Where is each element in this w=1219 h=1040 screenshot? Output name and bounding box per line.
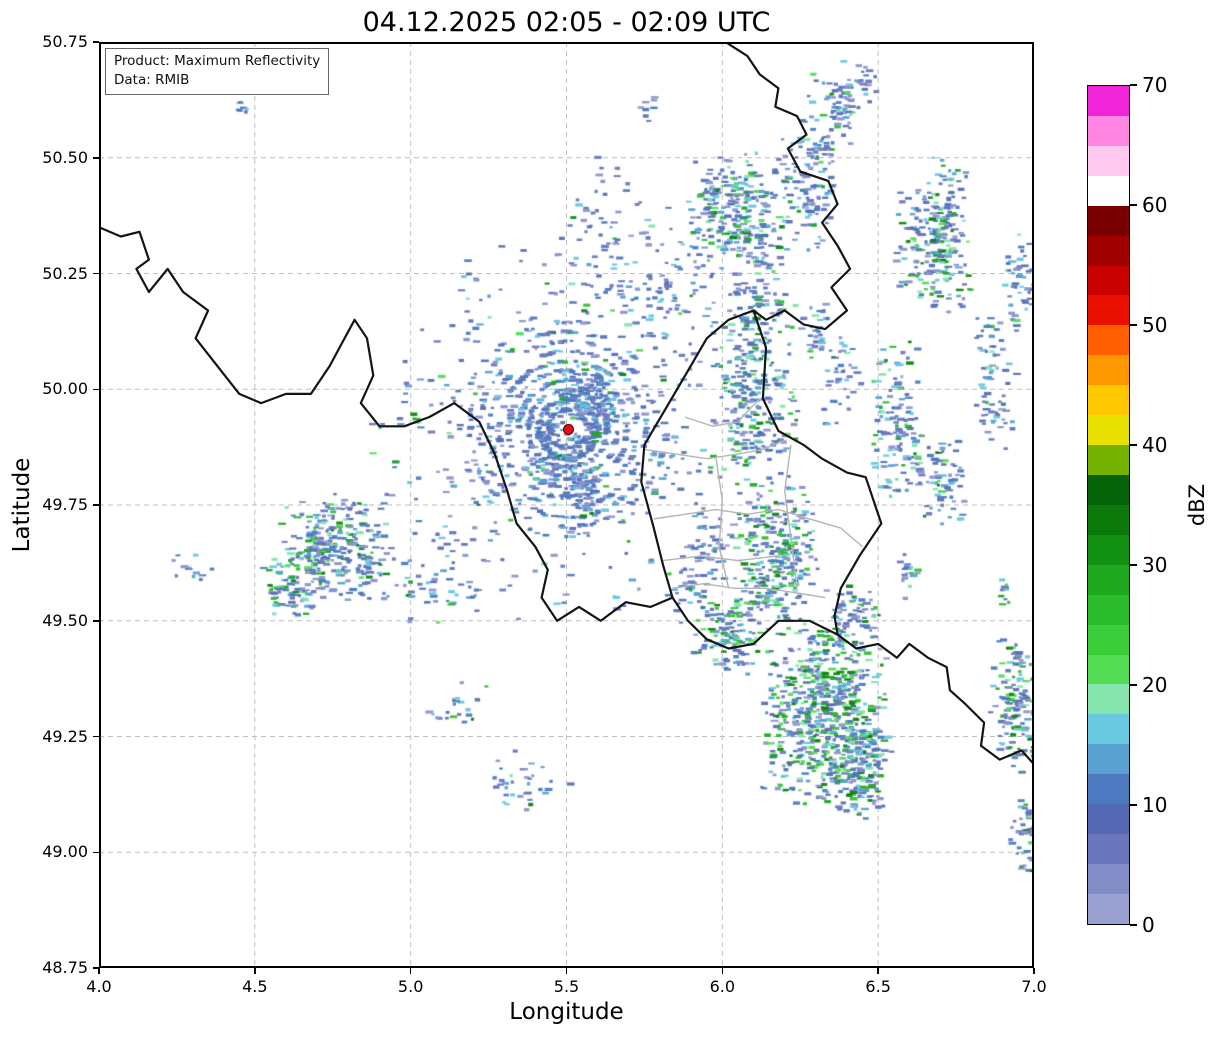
y-tick-mark bbox=[93, 157, 99, 159]
colorbar-step bbox=[1088, 385, 1129, 416]
x-tick-label: 6.5 bbox=[865, 977, 891, 996]
colorbar-step bbox=[1088, 355, 1129, 386]
y-tick-mark bbox=[93, 504, 99, 506]
colorbar bbox=[1087, 85, 1130, 925]
colorbar-tick-label: 50 bbox=[1142, 313, 1168, 337]
colorbar-step bbox=[1088, 534, 1129, 565]
colorbar-step bbox=[1088, 265, 1129, 296]
x-tick-label: 5.5 bbox=[553, 977, 580, 996]
colorbar-step bbox=[1088, 834, 1129, 864]
colorbar-step bbox=[1088, 325, 1129, 356]
colorbar-tick-mark bbox=[1130, 444, 1137, 446]
x-tick-mark bbox=[409, 968, 412, 974]
colorbar-tick-label: 40 bbox=[1142, 433, 1168, 457]
colorbar-tick-label: 10 bbox=[1142, 793, 1168, 817]
y-tick-mark bbox=[93, 851, 99, 853]
y-tick-label: 49.75 bbox=[42, 495, 88, 514]
colorbar-step bbox=[1088, 295, 1129, 326]
x-axis-label: Longitude bbox=[509, 999, 624, 1025]
colorbar-step bbox=[1088, 684, 1129, 715]
borders-layer bbox=[99, 42, 1034, 968]
colorbar-step bbox=[1088, 115, 1129, 146]
colorbar-tick-label: 60 bbox=[1142, 193, 1168, 217]
x-tick-mark bbox=[1033, 968, 1035, 974]
colorbar-step bbox=[1088, 235, 1129, 266]
y-tick-label: 50.75 bbox=[42, 32, 88, 51]
y-tick-label: 49.25 bbox=[42, 726, 88, 746]
x-tick-mark bbox=[98, 968, 100, 974]
y-tick-mark bbox=[93, 272, 99, 275]
y-tick-label: 50.25 bbox=[42, 263, 88, 283]
x-tick-mark bbox=[254, 968, 256, 974]
colorbar-step bbox=[1088, 86, 1129, 116]
y-tick-label: 50.00 bbox=[42, 379, 88, 399]
y-tick-mark bbox=[93, 41, 99, 43]
colorbar-tick-label: 30 bbox=[1142, 553, 1168, 577]
radar-echo-layer bbox=[99, 42, 1034, 968]
colorbar-step bbox=[1088, 175, 1129, 206]
y-tick-label: 48.75 bbox=[42, 958, 88, 977]
colorbar-tick-mark bbox=[1130, 204, 1137, 206]
y-tick-mark bbox=[93, 967, 99, 969]
colorbar-step bbox=[1088, 744, 1129, 775]
colorbar-tick-mark bbox=[1130, 324, 1137, 326]
y-tick-label: 49.50 bbox=[42, 610, 88, 630]
colorbar-step bbox=[1088, 504, 1129, 535]
colorbar-tick-mark bbox=[1130, 804, 1137, 806]
x-tick-mark bbox=[721, 968, 724, 974]
x-tick-mark bbox=[877, 968, 879, 974]
product-info-box: Product: Maximum Reflectivity Data: RMIB bbox=[105, 48, 330, 95]
figure-title: 04.12.2025 02:05 - 02:09 UTC bbox=[362, 7, 771, 38]
colorbar-step bbox=[1088, 863, 1129, 894]
colorbar-tick-mark bbox=[1130, 84, 1137, 86]
colorbar-step bbox=[1088, 804, 1129, 835]
data-source-label: Data: RMIB bbox=[114, 71, 190, 88]
colorbar-tick-mark bbox=[1130, 684, 1137, 686]
map-plot: Product: Maximum Reflectivity Data: RMIB bbox=[99, 42, 1034, 968]
y-tick-mark bbox=[93, 620, 99, 622]
colorbar-step bbox=[1088, 654, 1129, 685]
colorbar-step bbox=[1088, 564, 1129, 595]
radar-site-marker bbox=[562, 423, 574, 435]
colorbar-step bbox=[1088, 474, 1129, 505]
x-tick-label: 4.0 bbox=[86, 977, 112, 996]
x-tick-label: 4.5 bbox=[242, 977, 268, 996]
colorbar-tick-label: 0 bbox=[1142, 913, 1155, 937]
colorbar-step bbox=[1088, 594, 1129, 625]
colorbar-step bbox=[1088, 893, 1129, 924]
x-tick-label: 6.0 bbox=[709, 977, 736, 996]
y-tick-label: 49.00 bbox=[42, 842, 88, 862]
colorbar-step bbox=[1088, 415, 1129, 446]
colorbar-step bbox=[1088, 445, 1129, 475]
colorbar-step bbox=[1088, 205, 1129, 236]
colorbar-tick-label: 20 bbox=[1142, 673, 1168, 697]
y-tick-mark bbox=[93, 388, 99, 390]
x-tick-mark bbox=[565, 968, 568, 974]
colorbar-step bbox=[1088, 714, 1129, 745]
y-tick-label: 50.50 bbox=[42, 147, 88, 167]
colorbar-step bbox=[1088, 774, 1129, 805]
colorbar-step bbox=[1088, 145, 1129, 176]
colorbar-label: dBZ bbox=[1185, 483, 1209, 527]
x-tick-label: 7.0 bbox=[1021, 977, 1047, 996]
y-tick-mark bbox=[93, 735, 99, 738]
colorbar-tick-mark bbox=[1130, 564, 1137, 566]
colorbar-tick-label: 70 bbox=[1142, 73, 1168, 97]
colorbar-tick-mark bbox=[1130, 924, 1137, 926]
x-tick-label: 5.0 bbox=[397, 977, 424, 996]
colorbar-step bbox=[1088, 624, 1129, 655]
product-name-label: Product: Maximum Reflectivity bbox=[114, 53, 321, 69]
